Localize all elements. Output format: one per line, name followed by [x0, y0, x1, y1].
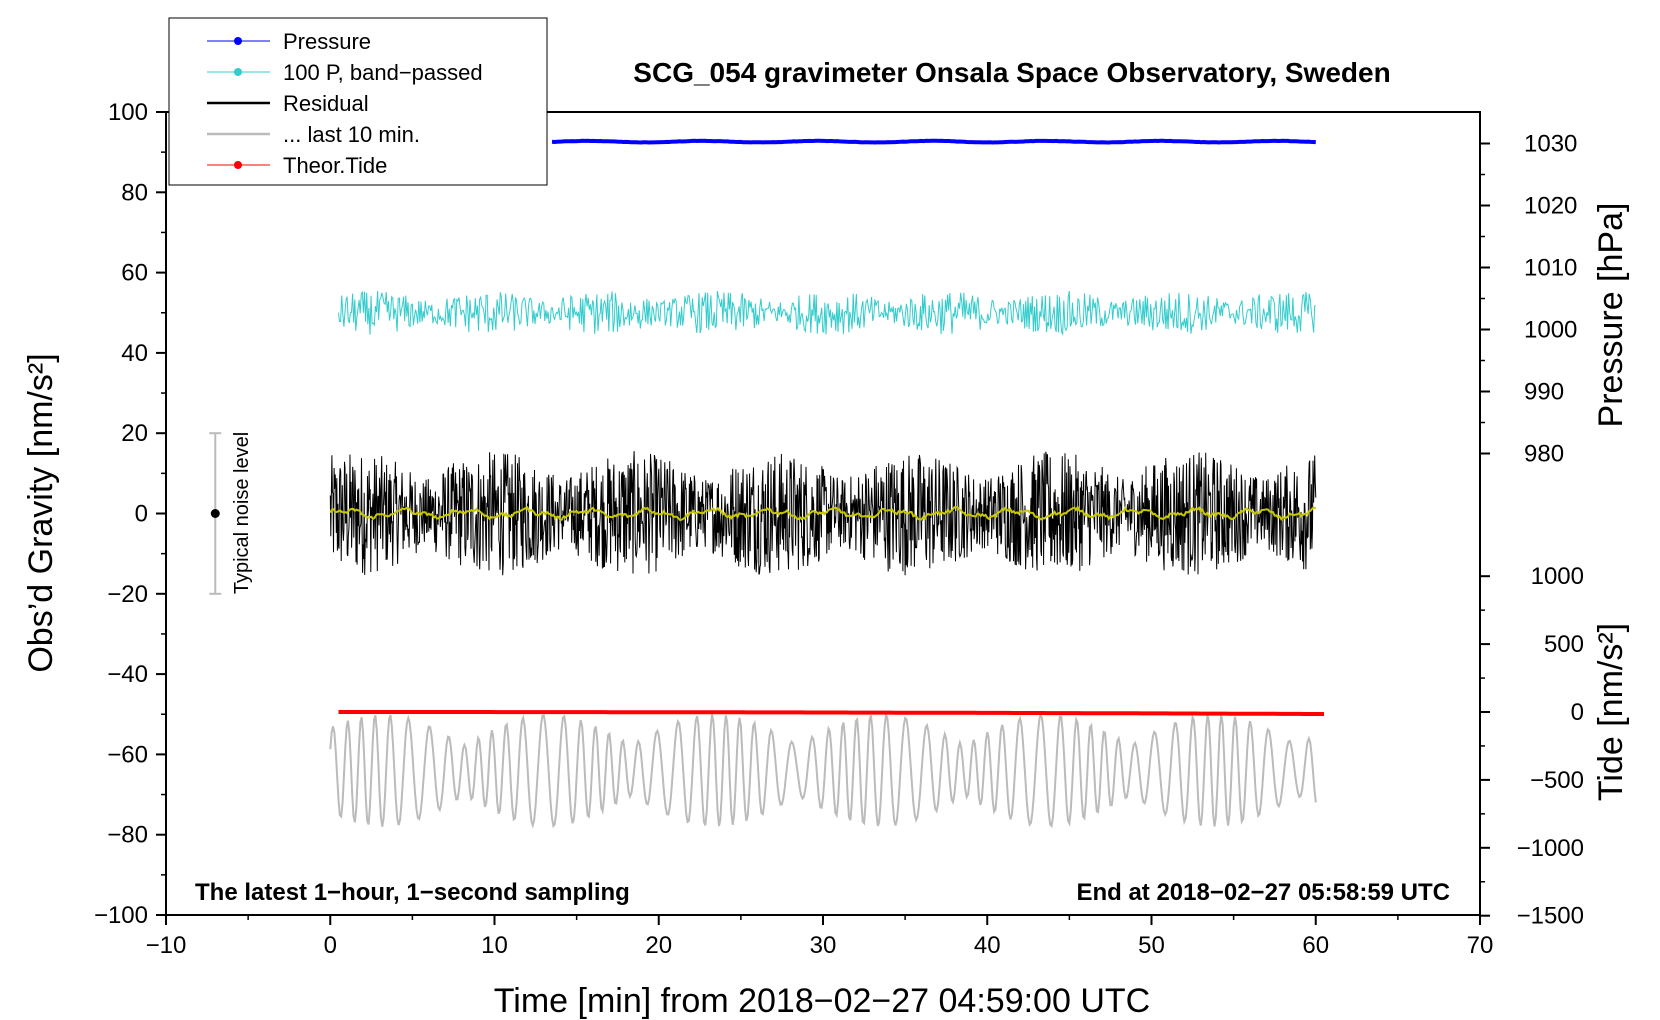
legend-box: [168, 17, 548, 186]
tide-tick-label: −1000: [1517, 835, 1584, 862]
tide-tick-label: 0: [1571, 699, 1584, 726]
legend-items: Pressure 100 P, band−passed Residual ... la…: [207, 29, 483, 178]
legend-label: ... last 10 min.: [283, 122, 420, 147]
noise-level-bar: [209, 432, 222, 595]
left-tick-label: 60: [121, 260, 148, 287]
legend-label: 100 P, band−passed: [283, 60, 483, 85]
tide-tick-label: 1000: [1531, 563, 1584, 590]
x-axis-title: Time [min] from 2018−02−27 04:59:00 UTC: [494, 982, 1150, 1020]
left-tick-label: −20: [107, 581, 148, 608]
left-tick-label: 20: [121, 420, 148, 447]
chart-title: SCG_054 gravimeter Onsala Space Observat…: [633, 57, 1390, 88]
x-tick-label: 20: [645, 932, 672, 959]
x-tick-label: 10: [481, 932, 508, 959]
last-ten-minutes-line: [329, 711, 1317, 829]
x-tick-label: 60: [1302, 932, 1329, 959]
x-tick-label: 0: [324, 932, 337, 959]
legend: Pressure 100 P, band−passed Residual ... la…: [168, 17, 548, 186]
noise-level-label: Typical noise level: [231, 432, 253, 594]
tide-tick-label: −500: [1530, 767, 1584, 794]
pressure-tick-label: 1020: [1524, 193, 1577, 220]
left-tick-label: 0: [135, 501, 148, 528]
x-tick-label: 50: [1138, 932, 1165, 959]
left-tick-label: −80: [107, 822, 148, 849]
end-time-note: End at 2018−02−27 05:58:59 UTC: [1076, 879, 1450, 906]
legend-swatch-marker: [234, 68, 242, 76]
sampling-note: The latest 1−hour, 1−second sampling: [195, 879, 630, 906]
x-tick-label: 70: [1467, 932, 1494, 959]
series-layer: [329, 138, 1324, 829]
noise-bar-center-dot: [210, 509, 220, 518]
legend-swatch-marker: [234, 37, 242, 45]
tide-tick-label: 500: [1544, 631, 1584, 658]
pressure-tick-label: 1010: [1524, 255, 1577, 282]
legend-label: Residual: [283, 91, 369, 116]
tide-tick-label: −1500: [1517, 903, 1584, 930]
left-tick-label: −40: [107, 661, 148, 688]
left-tick-label: −60: [107, 741, 148, 768]
pressure-line: [551, 138, 1316, 145]
left-tick-label: 80: [121, 179, 148, 206]
bandpassed-pressure-line: [338, 290, 1316, 337]
residual-series-line: [329, 451, 1317, 576]
pressure-tick-label: 980: [1524, 441, 1564, 468]
y-axis-title-pressure: Pressure [hPa]: [1592, 203, 1630, 428]
pressure-tick-label: 1000: [1524, 317, 1577, 344]
left-tick-label: 100: [108, 99, 148, 126]
x-tick-label: 40: [974, 932, 1001, 959]
legend-swatch-marker: [234, 161, 242, 169]
x-tick-label: −10: [146, 932, 187, 959]
theoretical-tide-line: [338, 710, 1324, 716]
pressure-tick-label: 1030: [1524, 131, 1577, 158]
y-axis-title-gravity: Obs’d Gravity [nm/s²]: [22, 353, 60, 672]
axes-layer: −10 0 10 20 30 40 50 60 70−100−80−60−40−20020406…: [94, 99, 1584, 959]
pressure-tick-label: 990: [1524, 379, 1564, 406]
x-tick-label: 30: [810, 932, 837, 959]
left-tick-label: −100: [94, 902, 148, 929]
left-tick-label: 40: [121, 340, 148, 367]
legend-label: Theor.Tide: [283, 153, 387, 178]
smoothed-residual-line: [329, 504, 1317, 522]
legend-label: Pressure: [283, 29, 371, 54]
y-axis-title-tide: Tide [nm/s²]: [1592, 623, 1630, 801]
